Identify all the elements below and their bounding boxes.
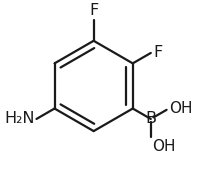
- Text: F: F: [153, 45, 162, 60]
- Text: OH: OH: [152, 139, 175, 155]
- Text: F: F: [89, 3, 98, 18]
- Text: B: B: [145, 111, 156, 126]
- Text: H₂N: H₂N: [4, 111, 34, 126]
- Text: OH: OH: [169, 101, 193, 116]
